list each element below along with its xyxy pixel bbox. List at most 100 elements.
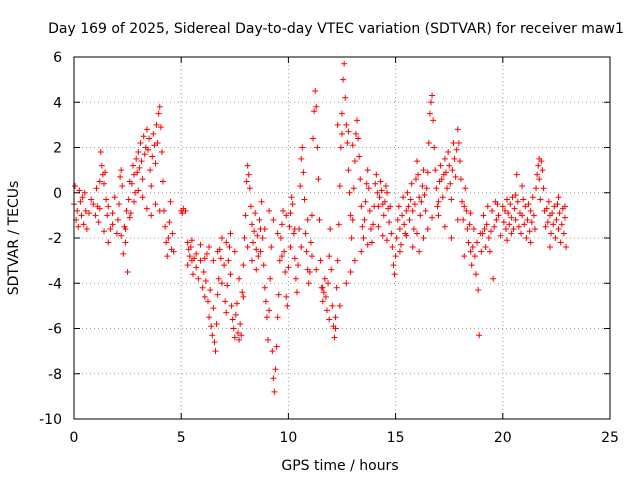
data-point: [209, 332, 216, 339]
data-point: [384, 237, 391, 244]
data-point: [521, 221, 528, 228]
data-point: [199, 284, 206, 291]
data-point: [416, 248, 423, 255]
data-point: [241, 235, 248, 241]
data-point: [81, 189, 88, 196]
data-point: [289, 201, 296, 208]
data-point: [261, 225, 268, 232]
data-point: [332, 325, 339, 332]
data-point: [157, 124, 164, 131]
data-point: [78, 212, 85, 219]
data-point: [272, 366, 279, 373]
data-point: [129, 162, 136, 169]
data-point: [392, 253, 399, 260]
data-point: [310, 135, 317, 142]
data-point: [349, 216, 356, 223]
data-point: [536, 155, 543, 162]
data-point: [512, 192, 519, 199]
data-point: [154, 139, 161, 146]
data-point: [95, 219, 102, 226]
data-point: [303, 248, 310, 255]
data-point: [397, 241, 404, 248]
data-point: [86, 210, 93, 217]
data-point: [350, 185, 357, 192]
data-point: [105, 203, 112, 210]
data-point: [122, 239, 129, 246]
data-point: [497, 232, 504, 239]
data-point: [126, 214, 133, 221]
data-point: [238, 332, 245, 339]
data-point: [540, 185, 547, 192]
data-point: [212, 348, 219, 355]
data-point: [214, 248, 221, 255]
data-point: [359, 223, 366, 230]
data-point: [267, 275, 274, 282]
data-point: [537, 196, 544, 203]
data-point: [435, 212, 442, 219]
data-point: [197, 257, 204, 264]
data-point: [534, 171, 541, 178]
data-point: [396, 225, 403, 232]
data-point: [315, 176, 322, 183]
data-point: [494, 201, 501, 208]
data-point: [370, 221, 377, 228]
data-point: [489, 207, 496, 214]
data-point: [528, 219, 535, 226]
data-point: [508, 230, 515, 237]
data-point: [480, 212, 487, 219]
data-point: [208, 323, 215, 330]
data-point: [493, 216, 500, 223]
data-point: [101, 228, 108, 235]
data-point: [549, 210, 556, 217]
data-point: [312, 87, 319, 94]
data-point: [188, 237, 195, 244]
data-point: [469, 244, 476, 251]
data-point: [266, 307, 273, 314]
data-point: [426, 110, 433, 117]
data-point: [225, 257, 232, 264]
data-point: [137, 139, 144, 146]
data-point: [409, 207, 416, 214]
data-point: [201, 255, 208, 262]
data-point: [396, 248, 403, 255]
data-point: [244, 244, 251, 251]
data-point: [355, 135, 362, 142]
data-point: [447, 180, 454, 187]
data-point: [356, 153, 363, 160]
data-point: [525, 201, 532, 208]
data-point: [394, 216, 401, 223]
data-point: [478, 248, 485, 255]
data-point: [467, 248, 474, 255]
data-point: [270, 375, 277, 382]
data-point: [151, 142, 158, 149]
data-point: [327, 225, 334, 232]
data-point: [403, 232, 410, 239]
data-point: [214, 291, 221, 298]
data-point: [406, 216, 413, 223]
data-point: [414, 230, 421, 237]
data-point: [248, 257, 255, 264]
data-point: [351, 257, 358, 264]
data-point: [435, 198, 442, 205]
data-point: [444, 185, 451, 192]
data-point: [346, 189, 353, 196]
data-point: [139, 176, 146, 183]
data-point: [325, 280, 332, 287]
data-point: [313, 103, 320, 110]
data-point: [148, 212, 155, 219]
data-point: [118, 167, 125, 174]
data-point: [372, 180, 379, 187]
data-point: [418, 198, 425, 205]
data-point: [354, 117, 361, 124]
data-point: [291, 255, 298, 262]
data-point: [150, 130, 157, 137]
data-point: [424, 169, 431, 176]
data-point: [128, 180, 135, 187]
data-point: [322, 293, 329, 300]
data-point: [162, 223, 169, 230]
data-point: [423, 185, 430, 192]
data-point: [466, 221, 473, 228]
data-point: [283, 293, 290, 300]
data-point: [102, 169, 109, 176]
data-point: [317, 257, 324, 264]
